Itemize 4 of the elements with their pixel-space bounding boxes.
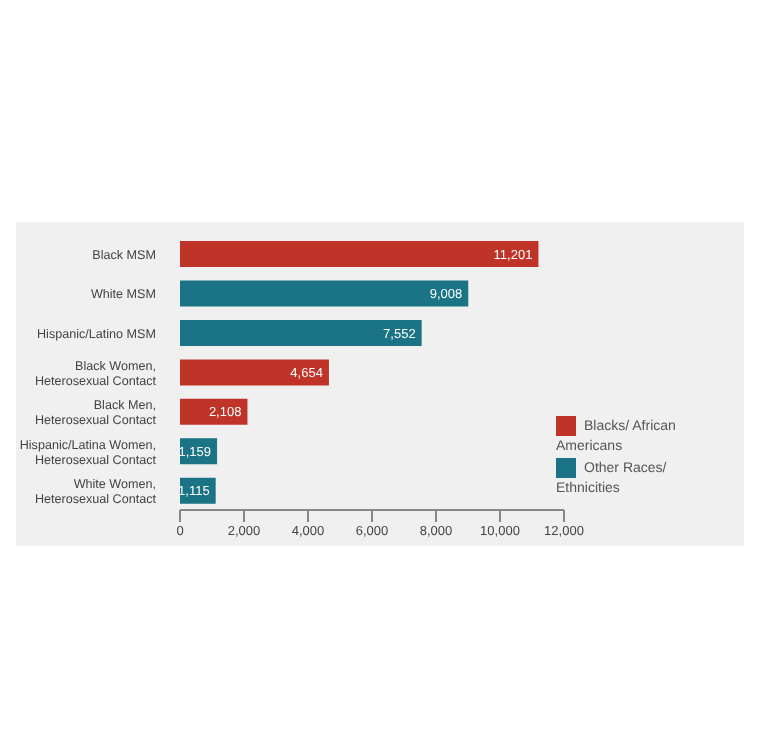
bar xyxy=(180,359,329,386)
bar xyxy=(180,241,539,268)
bar xyxy=(180,319,422,346)
bar xyxy=(180,280,469,307)
